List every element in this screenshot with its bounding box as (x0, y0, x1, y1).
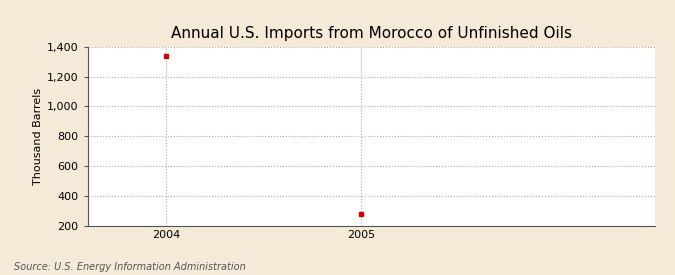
Title: Annual U.S. Imports from Morocco of Unfinished Oils: Annual U.S. Imports from Morocco of Unfi… (171, 26, 572, 42)
Text: Source: U.S. Energy Information Administration: Source: U.S. Energy Information Administ… (14, 262, 245, 272)
Y-axis label: Thousand Barrels: Thousand Barrels (33, 87, 43, 185)
